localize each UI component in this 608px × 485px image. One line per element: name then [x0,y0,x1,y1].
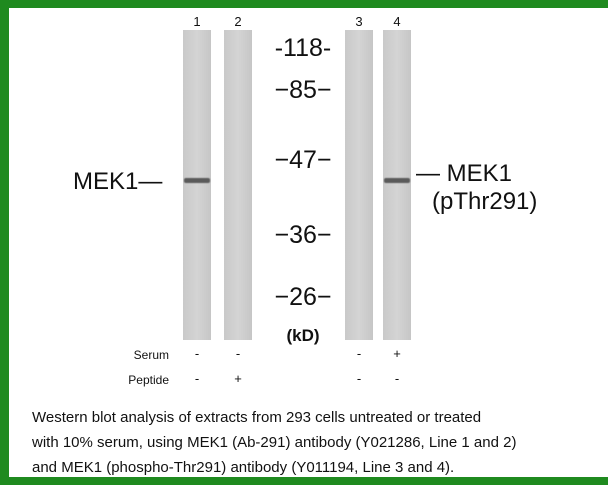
lane-number: 4 [383,14,411,29]
sign: - [345,371,373,386]
sign: - [224,346,252,361]
caption-line: and MEK1 (phospho-Thr291) antibody (Y011… [32,459,454,476]
marker: −47− [243,146,363,175]
band [384,178,410,183]
lane-number: 1 [183,14,211,29]
left-label: MEK1— [73,168,162,196]
marker: −36− [243,221,363,250]
right-label: (pThr291) [432,188,537,216]
figure: 1 2 3 4 -118- −85− −47− −36− −26− (kD) M… [9,8,608,477]
marker: -118- [243,34,363,63]
lane [183,30,211,340]
sign: - [383,371,411,386]
row-label: Serum [49,348,169,362]
row-label: Peptide [49,373,169,387]
right-label: — MEK1 [416,160,512,188]
frame: 1 2 3 4 -118- −85− −47− −36− −26− (kD) M… [0,0,608,485]
marker: −26− [243,283,363,312]
lane [383,30,411,340]
unit: (kD) [243,326,363,346]
sign: + [383,346,411,361]
caption-line: Western blot analysis of extracts from 2… [32,409,481,426]
sign: - [183,346,211,361]
caption-line: with 10% serum, using MEK1 (Ab-291) anti… [32,434,516,451]
sign: - [345,346,373,361]
sign: + [224,371,252,386]
band [184,178,210,183]
page: {"lanes": ["1", "2", "3", "4"], "markers… [0,0,608,485]
lane-number: 3 [345,14,373,29]
sign: - [183,371,211,386]
lane-number: 2 [224,14,252,29]
marker: −85− [243,76,363,105]
